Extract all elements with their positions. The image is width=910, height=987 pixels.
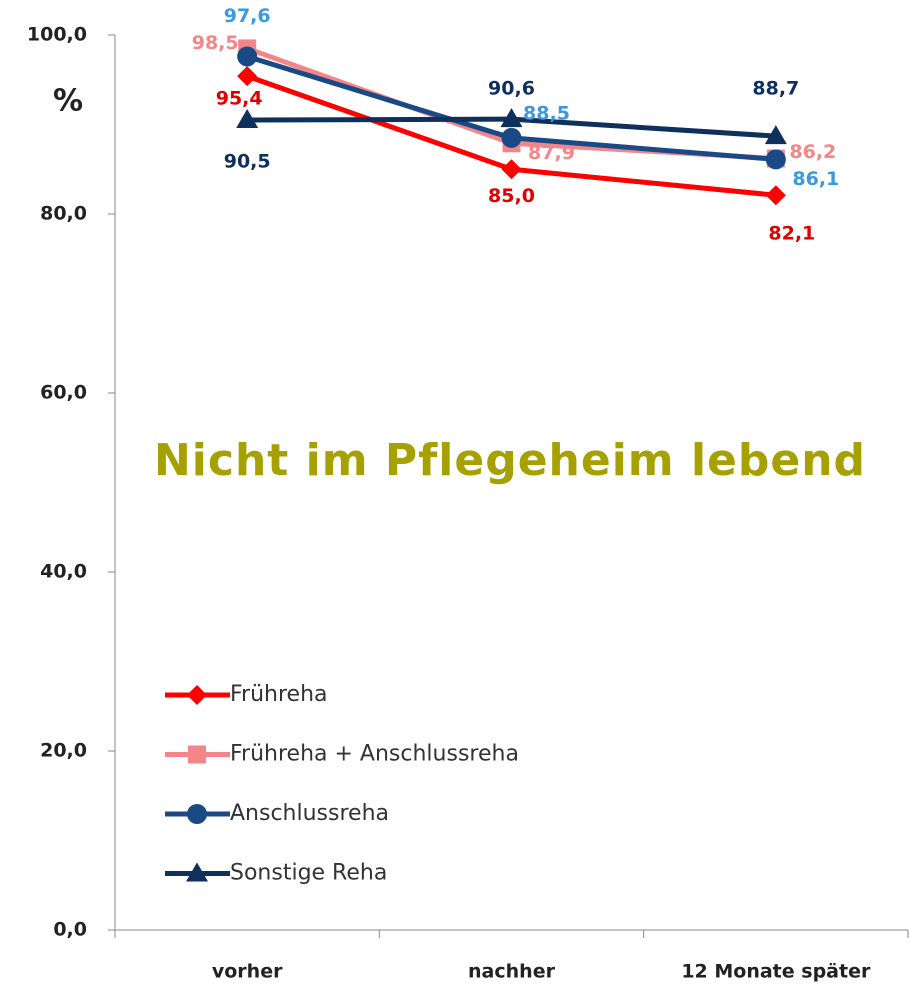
data-label: 97,6 [224,5,271,27]
data-label: 82,1 [768,223,815,245]
x-tick-label: nachher [468,961,556,983]
data-point [765,185,786,206]
y-tick-label: 40,0 [40,561,87,583]
annotation: Nicht im Pflegeheim lebend [154,435,866,486]
x-tick-label: 12 Monate später [681,961,871,983]
y-tick-label: 80,0 [40,203,87,225]
data-label: 98,5 [192,32,239,54]
data-label: 86,2 [789,141,836,163]
y-tick-label: 20,0 [40,740,87,762]
data-label: 95,4 [216,88,263,110]
y-tick-label: 60,0 [40,382,87,404]
y-axis-label: % [53,84,83,119]
data-label: 86,1 [792,168,839,190]
data-label: 90,6 [488,78,535,100]
legend-label: Frühreha [230,682,328,707]
legend-label: Frühreha + Anschlussreha [230,742,519,767]
y-tick-label: 0,0 [53,919,87,941]
data-point [765,149,786,170]
x-tick-label: vorher [212,961,283,983]
data-point [236,109,259,129]
legend-marker [186,862,208,882]
legend-label: Sonstige Reha [230,861,387,886]
y-tick-label: 100,0 [27,24,87,46]
data-label: 87,9 [528,142,575,164]
legend-marker [187,685,207,705]
data-point [501,127,522,148]
data-point [237,46,258,67]
legend-label: Anschlussreha [230,801,389,826]
data-point [764,125,787,145]
data-label: 88,7 [752,78,799,100]
legend-marker [187,804,207,824]
data-label: 85,0 [488,185,535,207]
data-point [501,159,522,180]
data-label: 88,5 [523,102,570,124]
data-label: 90,5 [224,151,271,173]
data-point [500,108,523,128]
legend-marker [188,745,206,764]
data-point [237,66,258,87]
